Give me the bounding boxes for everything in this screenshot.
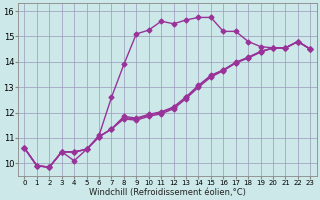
X-axis label: Windchill (Refroidissement éolien,°C): Windchill (Refroidissement éolien,°C) — [89, 188, 246, 197]
